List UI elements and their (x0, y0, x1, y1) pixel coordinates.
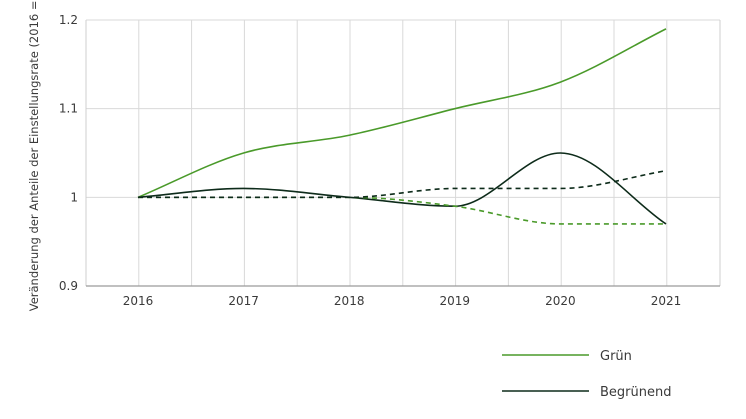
series-line-4 (138, 169, 667, 199)
y-tick-label: 0.9 (59, 279, 78, 293)
x-tick-label: 2020 (545, 294, 576, 308)
legend-label: Begrünend (600, 385, 671, 400)
x-tick-label: 2018 (334, 294, 365, 308)
x-tick-label: 2019 (440, 294, 471, 308)
y-tick-label: 1.1 (59, 102, 78, 116)
series-line-1 (137, 28, 667, 199)
y-tick-label: 1 (70, 190, 78, 204)
y-axis-label: Veränderung der Anteile der Einstellungs… (27, 0, 41, 311)
legend-label: Grün (600, 349, 632, 364)
series-lines (137, 28, 667, 225)
x-tick-label: 2016 (123, 294, 154, 308)
x-tick-label: 2017 (228, 294, 259, 308)
series-line-2 (137, 152, 667, 225)
x-tick-label: 2021 (651, 294, 682, 308)
legend: Grün Begrünend (502, 349, 671, 400)
grid (85, 19, 721, 287)
x-axis: 2016 2017 2018 2019 2020 2021 (123, 294, 682, 308)
y-tick-label: 1.2 (59, 13, 78, 27)
series-line-3 (138, 196, 666, 225)
y-axis: 0.9 1 1.1 1.2 (59, 13, 78, 293)
